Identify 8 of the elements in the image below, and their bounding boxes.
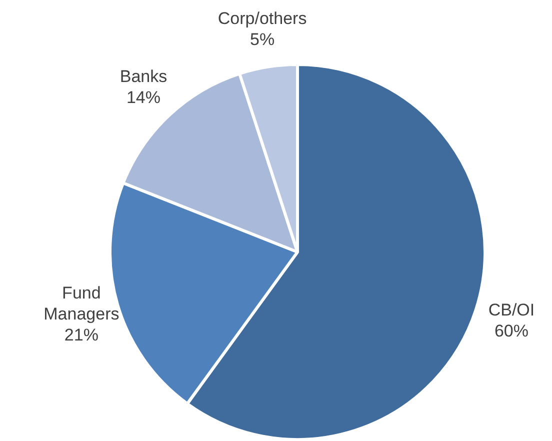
slice-label: CB/OI [488, 300, 535, 320]
data-label: 21% [64, 325, 98, 344]
data-label: 14% [126, 88, 160, 108]
slice-label: Fund Managers [44, 283, 120, 324]
data-label: 5% [250, 30, 275, 49]
data-label: 60% [494, 322, 529, 341]
slice-label: Corp/others [218, 8, 307, 28]
slice-label: Banks [120, 67, 168, 86]
